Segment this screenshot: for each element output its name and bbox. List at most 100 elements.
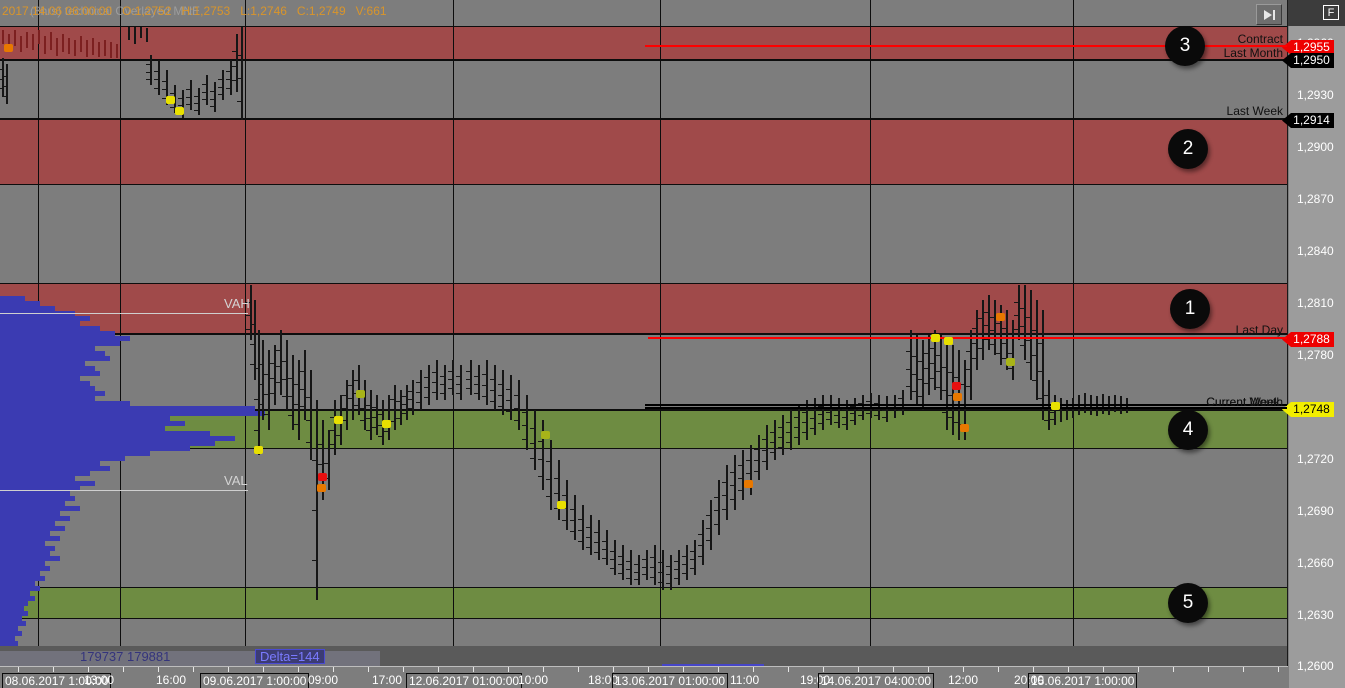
price-bar-tick (250, 364, 255, 365)
price-bar (388, 395, 390, 440)
chart-area[interactable]: (8hrs) technical Overlayed MNE 2017.14.0… (0, 0, 1288, 666)
delta-value-box[interactable]: Delta=144 (255, 649, 325, 664)
price-bar-tick (288, 378, 293, 379)
volume-profile-bar (0, 471, 90, 476)
price-bar-tick (866, 401, 871, 402)
price-bar-tick (402, 396, 407, 397)
price-bar-tick (722, 509, 727, 510)
volume-profile-bar (0, 306, 55, 311)
price-bar (542, 420, 544, 490)
time-tick (438, 667, 439, 672)
time-label: 20:00 (1014, 673, 1045, 687)
time-tick (123, 667, 124, 672)
volume-profile-bar (0, 296, 25, 301)
price-bar (758, 435, 760, 480)
volume-profile-bar (0, 316, 90, 321)
price-bar-tick (818, 423, 823, 424)
price-bar-tick (276, 350, 281, 351)
price-bar-tick (618, 564, 623, 565)
price-bar (230, 60, 232, 95)
time-tick (1103, 667, 1104, 672)
skip-to-end-button[interactable] (1256, 4, 1282, 25)
imbalance-marker (744, 480, 753, 488)
price-bar-tick (966, 386, 971, 387)
time-tick (578, 667, 579, 672)
price-bar-tick (1002, 358, 1007, 359)
price-bar-tick (990, 344, 995, 345)
price-bar-tick (978, 333, 983, 334)
price-bar (710, 500, 712, 550)
price-bar-tick (226, 79, 231, 80)
volume-profile-bar (0, 336, 130, 341)
price-bar (952, 345, 954, 435)
price-bar-tick (954, 422, 959, 423)
price-bar-tick (930, 378, 935, 379)
price-bar (436, 360, 438, 400)
imbalance-marker (944, 337, 953, 345)
price-bar-tick (818, 406, 823, 407)
volume-profile-bar (0, 301, 40, 306)
period-label: Last Day (1235, 323, 1283, 337)
price-bar-tick (146, 72, 151, 73)
ohlc-readout: 2017.14.06 06:00:00 O:1,2752 H:1,2753 L:… (2, 4, 387, 18)
price-bar-tick (506, 389, 511, 390)
price-bar-tick (300, 371, 305, 372)
bar-datetime: 2017.14.06 06:00:00 (2, 4, 113, 18)
price-axis[interactable]: F 1,29601,29301,29001,28701,28401,28101,… (1282, 0, 1345, 688)
price-bar-tick (906, 351, 911, 352)
volume-profile-bar (0, 396, 95, 401)
time-tick (1068, 667, 1069, 672)
price-bar-tick (2, 96, 7, 97)
price-bar-tick (1020, 326, 1025, 327)
price-bar-tick (474, 384, 479, 385)
price-bar-tick (1014, 329, 1019, 330)
fullscreen-button[interactable]: F (1323, 5, 1339, 20)
price-label: 1,2630 (1297, 608, 1334, 622)
volume-profile-bar (0, 611, 28, 616)
price-bar-tick (178, 98, 183, 99)
price-bar-tick (218, 94, 223, 95)
price-bar-tick (162, 81, 167, 82)
price-bar-tick (258, 404, 263, 405)
price-bar-tick (690, 568, 695, 569)
price-bar-tick (666, 574, 671, 575)
price-bar-tick (948, 417, 953, 418)
price-bar-tick (402, 413, 407, 414)
time-tick (508, 667, 509, 672)
val-line (0, 490, 248, 491)
imbalance-marker (557, 501, 566, 509)
price-bar (922, 340, 924, 410)
price-label: 1,2720 (1297, 452, 1334, 466)
volume-profile-bar (0, 621, 26, 626)
time-tick (263, 667, 264, 672)
price-bar-tick (578, 530, 583, 531)
price-bar-tick (276, 366, 281, 367)
price-bar-tick (312, 460, 317, 461)
price-bar-tick (650, 567, 655, 568)
zone-border-line (0, 59, 1287, 61)
price-tag: 1,2788 (1282, 332, 1334, 347)
volume-profile-bar (0, 416, 170, 421)
price-bar-tick (918, 379, 923, 380)
price-bar-tick (276, 382, 281, 383)
time-axis[interactable]: 08.06.2017 1:00:00 13:00 16:00 09.06.2017 1… (0, 666, 1288, 688)
price-bar-tick (682, 573, 687, 574)
price-bar-tick (912, 391, 917, 392)
price-bar-tick (834, 415, 839, 416)
price-bar (694, 540, 696, 575)
ohlc-values: O:1,2752 H:1,2753 L:1,2746 C:1,2749 V:66… (122, 4, 387, 18)
price-bar-tick (186, 97, 191, 98)
price-bar-tick (930, 363, 935, 364)
price-bar (222, 70, 224, 100)
delta-line-segment (662, 664, 764, 666)
price-bar-tick (674, 561, 679, 562)
supply-demand-zone (0, 27, 1287, 60)
price-bar (86, 40, 88, 57)
price-bar (140, 27, 142, 38)
price-bar-tick (770, 452, 775, 453)
price-bar-tick (924, 383, 929, 384)
time-tick (1243, 667, 1244, 672)
price-bar-tick (586, 537, 591, 538)
time-label: 18:00 (588, 673, 619, 687)
price-bar-tick (714, 524, 719, 525)
